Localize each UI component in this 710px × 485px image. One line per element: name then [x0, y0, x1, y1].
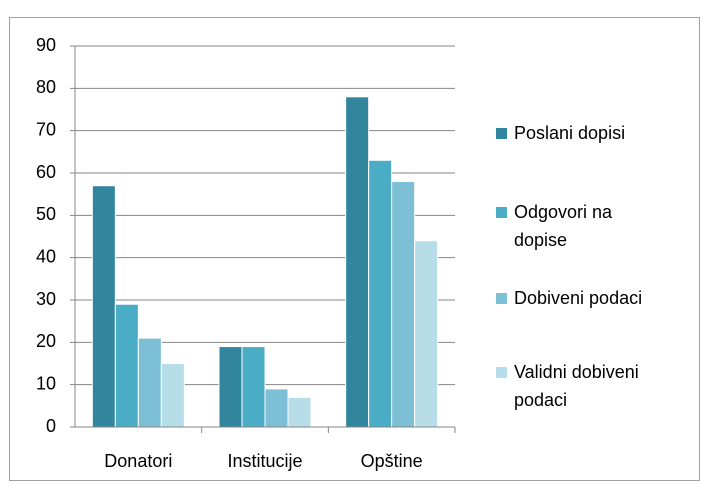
- y-tick-label: 10: [36, 373, 56, 393]
- legend-swatch: [496, 367, 507, 378]
- y-tick-label: 20: [36, 331, 56, 351]
- x-tick-label: Institucije: [227, 451, 302, 471]
- x-tick-label: Donatori: [104, 451, 172, 471]
- y-tick-label: 40: [36, 246, 56, 266]
- y-tick-label: 30: [36, 289, 56, 309]
- y-tick-label: 60: [36, 162, 56, 182]
- bar: [114, 303, 139, 428]
- legend-label: Validni dobiveni podaci: [514, 362, 639, 410]
- bar: [368, 159, 393, 428]
- bar: [287, 396, 312, 428]
- bar: [137, 337, 162, 428]
- y-tick-label: 90: [36, 35, 56, 55]
- legend-item: Dobiveni podaci: [496, 284, 664, 312]
- legend-swatch: [496, 128, 507, 139]
- y-tick-label: 0: [46, 416, 56, 436]
- legend-label: Odgovori na dopise: [514, 202, 613, 250]
- legend-swatch: [496, 293, 507, 304]
- legend-swatch: [496, 207, 507, 218]
- chart-border: [9, 17, 700, 481]
- bar: [241, 346, 266, 428]
- bar: [160, 363, 185, 428]
- legend-label: Poslani dopisi: [514, 123, 626, 143]
- bar: [91, 185, 116, 428]
- bar: [218, 346, 243, 428]
- y-tick-label: 70: [36, 119, 56, 139]
- bar: [345, 96, 370, 428]
- bar: [414, 240, 439, 428]
- legend-label: Dobiveni podaci: [514, 288, 643, 308]
- legend-item: Odgovori na dopise: [496, 198, 664, 254]
- bar: [264, 388, 289, 428]
- legend-item: Poslani dopisi: [496, 119, 664, 147]
- x-tick-label: Opštine: [361, 451, 423, 471]
- y-tick-label: 50: [36, 204, 56, 224]
- legend-item: Validni dobiveni podaci: [496, 358, 664, 414]
- bar: [391, 180, 416, 428]
- y-tick-label: 80: [36, 77, 56, 97]
